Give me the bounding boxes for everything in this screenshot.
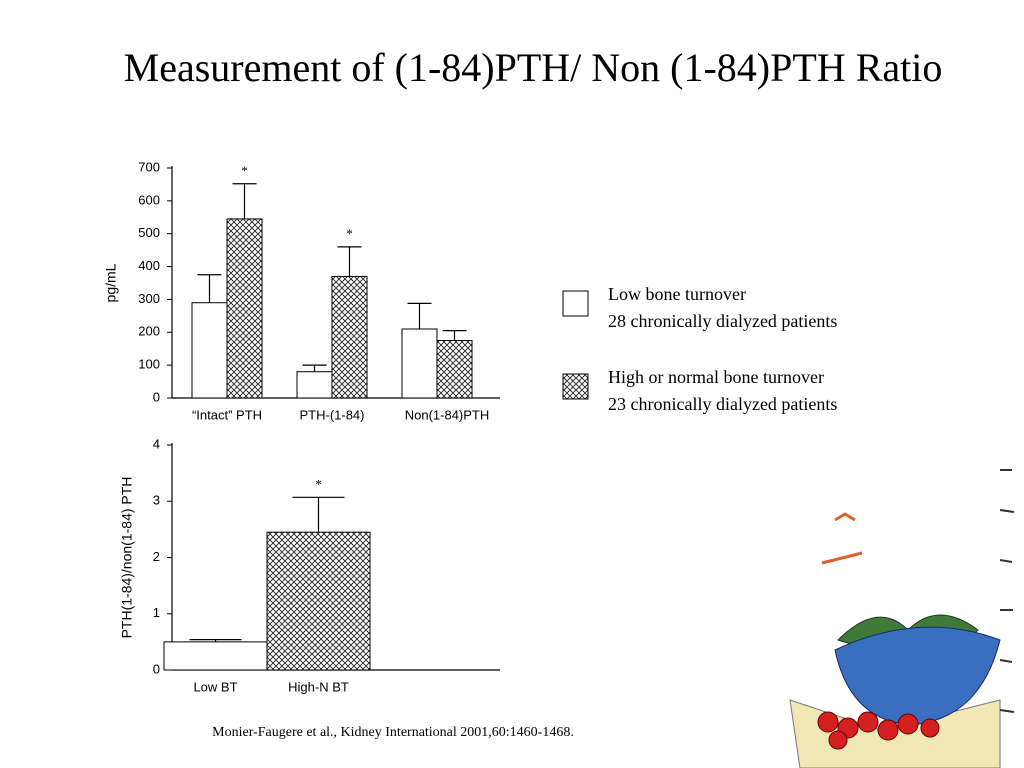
error-bar xyxy=(292,496,345,533)
significance-marker: * xyxy=(315,476,322,491)
error-bar xyxy=(407,302,432,329)
significance-marker: * xyxy=(346,226,353,241)
y-tick-label: 4 xyxy=(153,436,160,451)
bar xyxy=(296,371,333,399)
bar xyxy=(266,531,371,671)
error-bar xyxy=(232,183,257,219)
bar xyxy=(191,302,228,399)
x-tick-label: Non(1-84)PTH xyxy=(405,407,490,422)
legend-label: High or normal bone turnover xyxy=(608,367,824,387)
error-bar xyxy=(302,364,327,372)
y-tick-label: 0 xyxy=(153,661,160,676)
y-tick-label: 600 xyxy=(138,192,160,207)
error-bar xyxy=(197,274,222,303)
y-tick-label: 700 xyxy=(138,159,160,174)
slide-title: Measurement of (1-84)PTH/ Non (1-84)PTH … xyxy=(124,45,943,90)
legend-detail: 28 chronically dialyzed patients xyxy=(608,311,837,331)
y-tick-label: 400 xyxy=(138,258,160,273)
y-tick-label: 0 xyxy=(153,389,160,404)
y-tick-label: 300 xyxy=(138,291,160,306)
bar xyxy=(331,275,368,399)
legend-swatch xyxy=(562,373,589,400)
bar xyxy=(436,340,473,399)
y-tick-label: 100 xyxy=(138,357,160,372)
x-tick-label: “Intact” PTH xyxy=(192,407,262,422)
y-tick-label: 500 xyxy=(138,225,160,240)
bar xyxy=(226,218,263,399)
error-bar xyxy=(337,246,362,277)
y-tick-label: 2 xyxy=(153,549,160,564)
legend-swatch xyxy=(562,290,589,317)
significance-marker: * xyxy=(241,163,248,178)
x-tick-label: PTH-(1-84) xyxy=(299,407,364,422)
error-bar xyxy=(189,639,242,642)
legend-detail: 23 chronically dialyzed patients xyxy=(608,394,837,414)
y-axis-label: pg/mL xyxy=(103,263,119,302)
bar xyxy=(401,328,438,399)
error-bar xyxy=(442,330,467,341)
x-tick-label: High-N BT xyxy=(288,679,349,694)
citation: Monier-Faugere et al., Kidney Internatio… xyxy=(212,725,574,740)
y-tick-label: 1 xyxy=(153,605,160,620)
legend-label: Low bone turnover xyxy=(608,284,746,304)
y-axis-label: PTH(1-84)/non(1-84) PTH xyxy=(119,477,135,639)
y-tick-label: 200 xyxy=(138,324,160,339)
bar xyxy=(163,641,268,671)
decoration xyxy=(789,469,1015,768)
y-tick-label: 3 xyxy=(153,493,160,508)
x-tick-label: Low BT xyxy=(193,679,237,694)
